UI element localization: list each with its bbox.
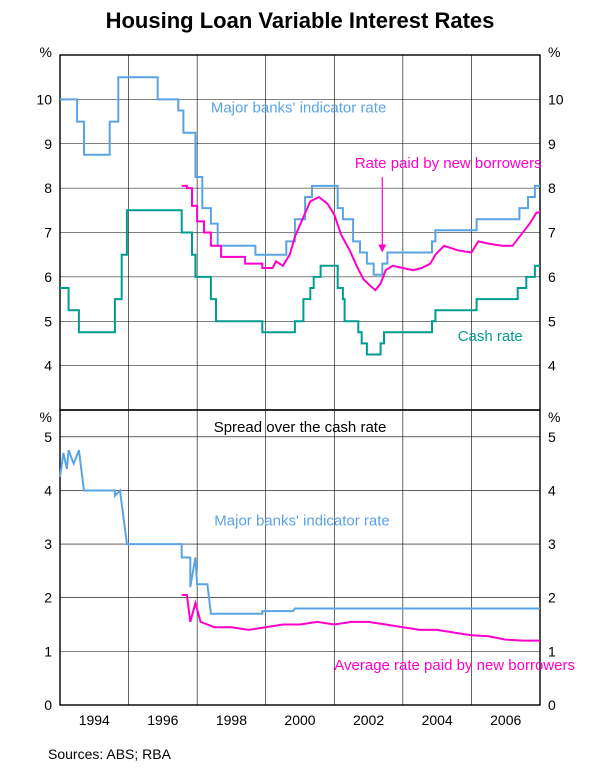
svg-text:3: 3 xyxy=(44,536,52,552)
svg-text:10: 10 xyxy=(548,91,564,107)
svg-text:9: 9 xyxy=(548,136,556,152)
svg-text:2004: 2004 xyxy=(422,712,453,728)
svg-text:5: 5 xyxy=(548,313,556,329)
svg-text:Major banks' indicator rate: Major banks' indicator rate xyxy=(214,512,389,529)
svg-text:Average rate paid by new borro: Average rate paid by new borrowers xyxy=(334,657,575,674)
svg-text:0: 0 xyxy=(44,697,52,713)
svg-text:5: 5 xyxy=(44,429,52,445)
svg-text:10: 10 xyxy=(36,91,52,107)
svg-text:4: 4 xyxy=(548,358,556,374)
svg-text:1996: 1996 xyxy=(147,712,178,728)
svg-text:Cash rate: Cash rate xyxy=(458,328,523,345)
svg-text:5: 5 xyxy=(548,429,556,445)
svg-text:1994: 1994 xyxy=(79,712,110,728)
svg-text:1998: 1998 xyxy=(216,712,247,728)
svg-text:5: 5 xyxy=(44,313,52,329)
svg-text:2: 2 xyxy=(44,590,52,606)
svg-text:8: 8 xyxy=(548,180,556,196)
chart-title: Housing Loan Variable Interest Rates xyxy=(0,8,600,34)
svg-text:%: % xyxy=(548,44,560,60)
chart-footer: Sources: ABS; RBA xyxy=(48,746,171,762)
svg-text:Major banks' indicator rate: Major banks' indicator rate xyxy=(211,100,386,117)
svg-text:8: 8 xyxy=(44,180,52,196)
svg-text:2000: 2000 xyxy=(284,712,315,728)
svg-text:%: % xyxy=(40,409,52,425)
svg-text:4: 4 xyxy=(44,482,52,498)
svg-text:7: 7 xyxy=(44,225,52,241)
svg-text:7: 7 xyxy=(548,225,556,241)
svg-text:6: 6 xyxy=(548,269,556,285)
svg-text:3: 3 xyxy=(548,536,556,552)
svg-text:2: 2 xyxy=(548,590,556,606)
svg-text:Spread over the cash rate: Spread over the cash rate xyxy=(214,419,387,436)
svg-text:0: 0 xyxy=(548,697,556,713)
svg-text:%: % xyxy=(548,409,560,425)
svg-text:6: 6 xyxy=(44,269,52,285)
svg-text:%: % xyxy=(40,44,52,60)
svg-text:9: 9 xyxy=(44,136,52,152)
svg-text:4: 4 xyxy=(44,358,52,374)
chart-canvas: 4455667788991010%%001122334455%%19941996… xyxy=(0,0,600,772)
svg-text:1: 1 xyxy=(44,643,52,659)
svg-text:4: 4 xyxy=(548,482,556,498)
svg-text:2002: 2002 xyxy=(353,712,384,728)
svg-text:Rate paid by new borrowers: Rate paid by new borrowers xyxy=(355,155,542,172)
svg-text:2006: 2006 xyxy=(490,712,521,728)
